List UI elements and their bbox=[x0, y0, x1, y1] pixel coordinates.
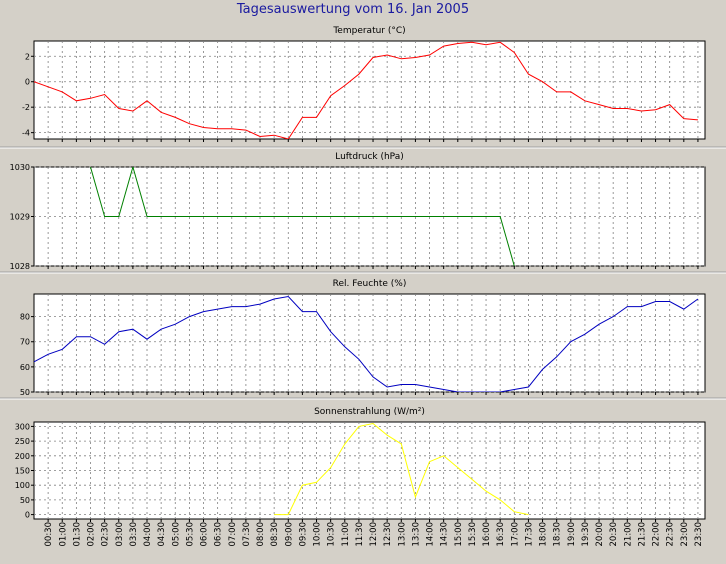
y-tick-label: 80 bbox=[20, 313, 30, 322]
y-tick-label: 200 bbox=[15, 452, 30, 461]
x-tick-label: 10:00 bbox=[313, 522, 323, 547]
x-tick-label: 20:00 bbox=[595, 522, 605, 547]
x-tick-label: 01:30 bbox=[72, 522, 82, 547]
y-tick-label: 1029 bbox=[10, 213, 30, 222]
panel-humidity: Rel. Feuchte (%) 50 60 70 80 bbox=[0, 279, 726, 400]
x-tick-label: 16:30 bbox=[496, 522, 506, 547]
x-tick-label: 23:00 bbox=[680, 522, 690, 547]
x-tick-label: 03:00 bbox=[115, 522, 125, 547]
x-tick-label: 07:30 bbox=[242, 522, 252, 547]
y-tick-label: 0 bbox=[25, 78, 30, 87]
x-axis: 00:30 01:00 01:30 02:00 02:30 03:00 03:30 04:00… bbox=[44, 522, 704, 547]
panel-pressure: Luftdruck (hPa) 1028 1029 1030 bbox=[0, 152, 726, 274]
x-tick-label: 23:30 bbox=[694, 522, 704, 547]
panel-title-temperature: Temperatur (°C) bbox=[332, 26, 405, 36]
x-tick-label: 12:30 bbox=[383, 522, 393, 547]
y-tick-label: 1028 bbox=[10, 262, 30, 271]
y-tick-label: 50 bbox=[20, 496, 30, 505]
y-tick-label: 300 bbox=[15, 422, 30, 431]
x-tick-label: 09:00 bbox=[284, 522, 294, 547]
x-tick-label: 18:30 bbox=[553, 522, 563, 547]
x-tick-label: 15:00 bbox=[454, 522, 464, 547]
x-tick-label: 16:00 bbox=[482, 522, 492, 547]
window-title: Tagesauswertung vom 16. Jan 2005 bbox=[236, 2, 469, 17]
y-tick-label: 100 bbox=[15, 481, 30, 490]
x-tick-label: 17:00 bbox=[510, 522, 520, 547]
x-tick-label: 06:30 bbox=[214, 522, 224, 547]
panel-title-pressure: Luftdruck (hPa) bbox=[335, 152, 404, 162]
x-tick-label: 14:00 bbox=[426, 522, 436, 547]
x-tick-label: 21:00 bbox=[623, 522, 633, 547]
x-tick-label: 18:00 bbox=[539, 522, 549, 547]
y-tick-label: 150 bbox=[15, 467, 30, 476]
y-tick-label: -2 bbox=[22, 103, 30, 112]
y-tick-label: 0 bbox=[25, 511, 30, 520]
plot-area-humidity bbox=[33, 293, 706, 393]
x-tick-label: 06:00 bbox=[200, 522, 210, 547]
x-tick-label: 02:30 bbox=[101, 522, 111, 547]
x-tick-label: 04:00 bbox=[143, 522, 153, 547]
x-tick-label: 05:30 bbox=[185, 522, 195, 547]
chart-panels: Temperatur (°C) -4 -2 0 2 Luftdruck (hPa) 1028… bbox=[0, 26, 726, 522]
y-tick-label: 60 bbox=[20, 363, 30, 372]
panel-radiation: Sonnenstrahlung (W/m²) 0 50 100 150 200 250 300 bbox=[15, 407, 706, 522]
x-tick-label: 15:30 bbox=[468, 522, 478, 547]
y-tick-label: 2 bbox=[25, 52, 30, 61]
x-tick-label: 21:30 bbox=[637, 522, 647, 547]
x-tick-label: 14:30 bbox=[440, 522, 450, 547]
x-tick-label: 13:00 bbox=[397, 522, 407, 547]
panel-title-radiation: Sonnenstrahlung (W/m²) bbox=[314, 407, 425, 417]
x-tick-label: 01:00 bbox=[58, 522, 68, 547]
x-tick-label: 03:30 bbox=[129, 522, 139, 547]
panel-temperature: Temperatur (°C) -4 -2 0 2 bbox=[0, 26, 726, 149]
x-tick-label: 19:00 bbox=[567, 522, 577, 547]
x-tick-label: 08:30 bbox=[270, 522, 280, 547]
x-tick-label: 04:30 bbox=[157, 522, 167, 547]
y-tick-label: 250 bbox=[15, 437, 30, 446]
series-line-pressure bbox=[90, 167, 515, 266]
x-tick-label: 17:30 bbox=[524, 522, 534, 547]
x-tick-label: 11:30 bbox=[355, 522, 365, 547]
x-tick-label: 10:30 bbox=[327, 522, 337, 547]
plot-area-temperature bbox=[33, 40, 706, 140]
x-tick-label: 22:00 bbox=[652, 522, 662, 547]
x-tick-label: 07:00 bbox=[228, 522, 238, 547]
panel-title-humidity: Rel. Feuchte (%) bbox=[333, 279, 407, 289]
x-tick-label: 12:00 bbox=[369, 522, 379, 547]
y-tick-label: 1030 bbox=[10, 163, 30, 172]
x-tick-label: 19:30 bbox=[581, 522, 591, 547]
x-tick-label: 00:30 bbox=[44, 522, 54, 547]
x-tick-label: 20:30 bbox=[609, 522, 619, 547]
x-tick-label: 22:30 bbox=[666, 522, 676, 547]
x-tick-label: 02:00 bbox=[87, 522, 97, 547]
y-tick-label: 50 bbox=[20, 388, 30, 397]
x-tick-label: 11:00 bbox=[341, 522, 351, 547]
y-tick-label: -4 bbox=[22, 129, 30, 138]
x-tick-label: 08:00 bbox=[256, 522, 266, 547]
x-tick-label: 09:30 bbox=[298, 522, 308, 547]
y-tick-label: 70 bbox=[20, 338, 30, 347]
x-tick-label: 05:00 bbox=[171, 522, 181, 547]
series-line-temperature bbox=[34, 41, 698, 139]
series-line-radiation bbox=[274, 422, 529, 516]
x-tick-label: 13:30 bbox=[411, 522, 421, 547]
series-line-humidity bbox=[34, 295, 699, 392]
